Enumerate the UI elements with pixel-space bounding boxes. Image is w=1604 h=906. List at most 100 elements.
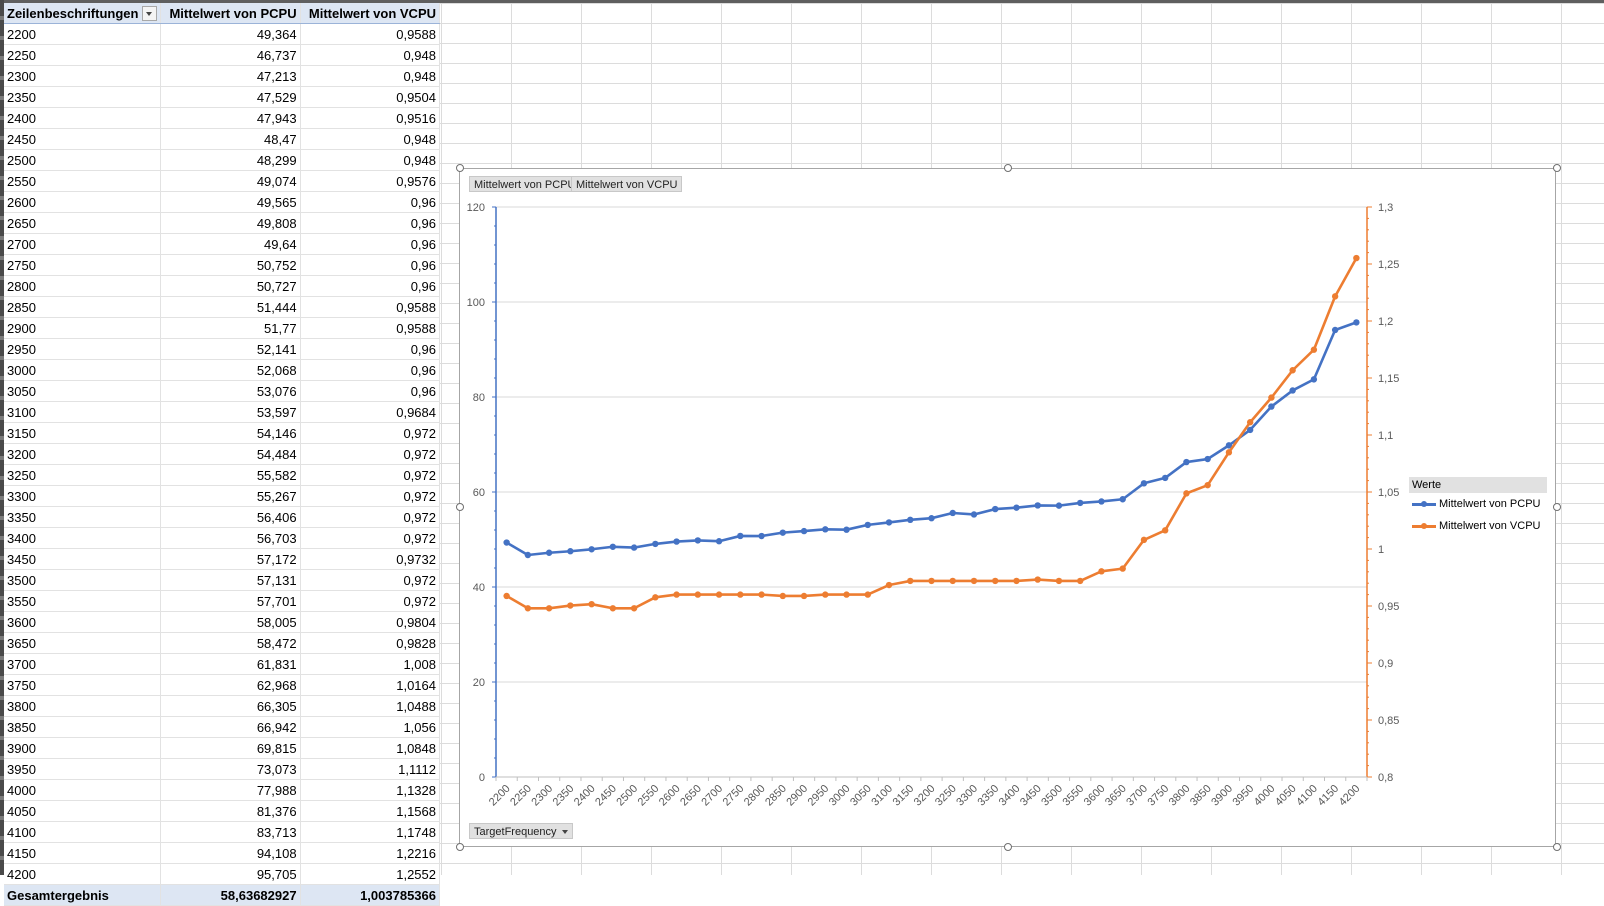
row-label-cell[interactable]: 2900	[4, 317, 162, 339]
row-label-cell[interactable]: 3250	[4, 464, 162, 486]
vcpu-cell[interactable]: 0,972	[300, 422, 441, 444]
pcpu-cell[interactable]: 49,074	[160, 170, 301, 192]
pcpu-cell[interactable]: 73,073	[160, 758, 301, 780]
vcpu-cell[interactable]: 0,96	[300, 233, 441, 255]
vcpu-cell[interactable]: 0,972	[300, 569, 441, 591]
pcpu-cell[interactable]: 55,267	[160, 485, 301, 507]
pivot-table[interactable]: Zeilenbeschriftungen Mittelwert von PCPU…	[4, 3, 441, 906]
vcpu-cell[interactable]: 0,972	[300, 464, 441, 486]
row-label-cell[interactable]: 3050	[4, 380, 162, 402]
row-filter-dropdown-icon[interactable]	[142, 5, 158, 21]
row-label-cell[interactable]: 3700	[4, 653, 162, 675]
pcpu-cell[interactable]: 94,108	[160, 842, 301, 864]
vcpu-cell[interactable]: 1,0164	[300, 674, 441, 696]
pcpu-cell[interactable]: 47,943	[160, 107, 301, 129]
resize-handle-top-left[interactable]	[456, 164, 464, 172]
table-row[interactable]: 2950 52,141 0,96	[4, 338, 441, 360]
row-label-cell[interactable]: 2950	[4, 338, 162, 360]
legend-item-pcpu[interactable]: Mittelwert von PCPU	[1412, 497, 1540, 511]
row-label-cell[interactable]: 3300	[4, 485, 162, 507]
pcpu-cell[interactable]: 46,737	[160, 44, 301, 66]
table-row[interactable]: 3250 55,582 0,972	[4, 464, 441, 486]
vcpu-cell[interactable]: 0,972	[300, 527, 441, 549]
vcpu-cell[interactable]: 1,1568	[300, 800, 441, 822]
pcpu-cell[interactable]: 66,942	[160, 716, 301, 738]
pcpu-header[interactable]: Mittelwert von PCPU	[160, 3, 301, 24]
vcpu-cell[interactable]: 0,96	[300, 359, 441, 381]
row-label-cell[interactable]: 3900	[4, 737, 162, 759]
table-row[interactable]: 2350 47,529 0,9504	[4, 86, 441, 108]
table-row[interactable]: 3050 53,076 0,96	[4, 380, 441, 402]
pcpu-cell[interactable]: 77,988	[160, 779, 301, 801]
axis-field-button[interactable]: TargetFrequency	[469, 823, 573, 839]
row-label-cell[interactable]: 2450	[4, 128, 162, 150]
row-label-cell[interactable]: 3500	[4, 569, 162, 591]
value-field-button-pcpu[interactable]: Mittelwert von PCPU	[469, 176, 581, 192]
vcpu-cell[interactable]: 0,9588	[300, 317, 441, 339]
pcpu-cell[interactable]: 49,808	[160, 212, 301, 234]
row-label-cell[interactable]: 3350	[4, 506, 162, 528]
table-row[interactable]: 3950 73,073 1,1112	[4, 758, 441, 780]
table-row[interactable]: 3600 58,005 0,9804	[4, 611, 441, 633]
row-label-cell[interactable]: 3150	[4, 422, 162, 444]
row-label-cell[interactable]: 2550	[4, 170, 162, 192]
pcpu-cell[interactable]: 56,406	[160, 506, 301, 528]
pcpu-cell[interactable]: 62,968	[160, 674, 301, 696]
vcpu-cell[interactable]: 1,0488	[300, 695, 441, 717]
pcpu-cell[interactable]: 69,815	[160, 737, 301, 759]
table-row[interactable]: 3450 57,172 0,9732	[4, 548, 441, 570]
table-row[interactable]: 3550 57,701 0,972	[4, 590, 441, 612]
row-label-cell[interactable]: 2300	[4, 65, 162, 87]
row-label-cell[interactable]: 2350	[4, 86, 162, 108]
vcpu-cell[interactable]: 0,96	[300, 275, 441, 297]
row-label-cell[interactable]: 2250	[4, 44, 162, 66]
row-label-cell[interactable]: 3650	[4, 632, 162, 654]
row-label-cell[interactable]: 4100	[4, 821, 162, 843]
table-row[interactable]: 3100 53,597 0,9684	[4, 401, 441, 423]
row-label-cell[interactable]: 3800	[4, 695, 162, 717]
row-label-cell[interactable]: 3600	[4, 611, 162, 633]
table-row[interactable]: 4000 77,988 1,1328	[4, 779, 441, 801]
vcpu-cell[interactable]: 0,948	[300, 149, 441, 171]
row-label-cell[interactable]: 2700	[4, 233, 162, 255]
resize-handle-left[interactable]	[456, 503, 464, 511]
row-label-cell[interactable]: 4000	[4, 779, 162, 801]
table-row[interactable]: 4150 94,108 1,2216	[4, 842, 441, 864]
row-label-cell[interactable]: 3100	[4, 401, 162, 423]
table-row[interactable]: 3750 62,968 1,0164	[4, 674, 441, 696]
resize-handle-bottom-left[interactable]	[456, 843, 464, 851]
pcpu-cell[interactable]: 51,77	[160, 317, 301, 339]
vcpu-cell[interactable]: 0,972	[300, 506, 441, 528]
pcpu-cell[interactable]: 48,47	[160, 128, 301, 150]
vcpu-cell[interactable]: 0,9588	[300, 23, 441, 45]
value-field-button-vcpu[interactable]: Mittelwert von VCPU	[571, 176, 683, 192]
vcpu-cell[interactable]: 0,972	[300, 443, 441, 465]
table-row[interactable]: 3700 61,831 1,008	[4, 653, 441, 675]
legend-item-vcpu[interactable]: Mittelwert von VCPU	[1412, 519, 1540, 533]
vcpu-cell[interactable]: 1,008	[300, 653, 441, 675]
pcpu-cell[interactable]: 58,005	[160, 611, 301, 633]
pcpu-cell[interactable]: 54,484	[160, 443, 301, 465]
pcpu-cell[interactable]: 53,076	[160, 380, 301, 402]
table-row[interactable]: 2500 48,299 0,948	[4, 149, 441, 171]
pcpu-cell[interactable]: 83,713	[160, 821, 301, 843]
pcpu-cell[interactable]: 48,299	[160, 149, 301, 171]
pcpu-cell[interactable]: 56,703	[160, 527, 301, 549]
row-label-cell[interactable]: 3400	[4, 527, 162, 549]
table-row[interactable]: 3500 57,131 0,972	[4, 569, 441, 591]
row-label-header[interactable]: Zeilenbeschriftungen	[4, 3, 162, 24]
row-label-cell[interactable]: 3750	[4, 674, 162, 696]
row-label-cell[interactable]: 2750	[4, 254, 162, 276]
vcpu-cell[interactable]: 1,1748	[300, 821, 441, 843]
vcpu-cell[interactable]: 0,972	[300, 485, 441, 507]
row-label-cell[interactable]: 4150	[4, 842, 162, 864]
table-row[interactable]: 3150 54,146 0,972	[4, 422, 441, 444]
vcpu-cell[interactable]: 1,0848	[300, 737, 441, 759]
table-row[interactable]: 4050 81,376 1,1568	[4, 800, 441, 822]
table-row[interactable]: 3300 55,267 0,972	[4, 485, 441, 507]
pcpu-cell[interactable]: 49,64	[160, 233, 301, 255]
vcpu-cell[interactable]: 0,9804	[300, 611, 441, 633]
vcpu-cell[interactable]: 1,056	[300, 716, 441, 738]
table-row[interactable]: 2800 50,727 0,96	[4, 275, 441, 297]
pcpu-cell[interactable]: 57,172	[160, 548, 301, 570]
